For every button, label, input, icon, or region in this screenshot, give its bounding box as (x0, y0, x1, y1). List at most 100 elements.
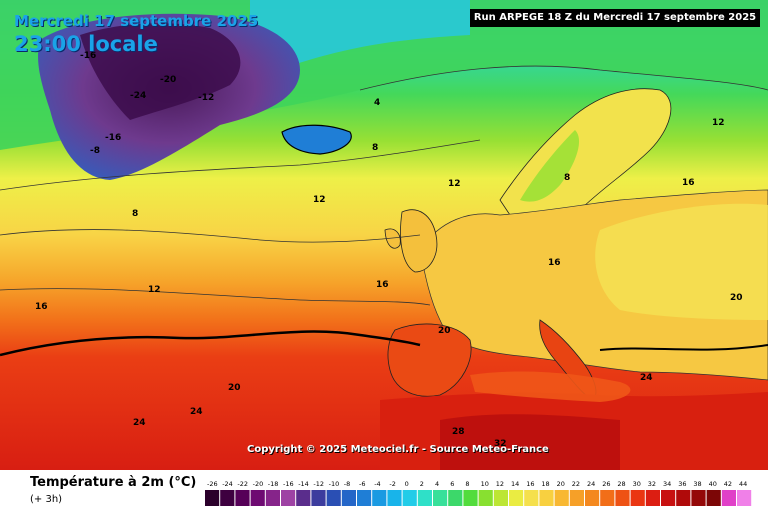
isotherm-label: 24 (133, 418, 146, 428)
scale-swatch (357, 490, 372, 506)
scale-swatch (417, 490, 432, 506)
scale-swatch (569, 490, 584, 506)
scale-tick-label: 16 (526, 480, 534, 488)
isotherm-label: 28 (452, 427, 465, 437)
scale-tick-label: -22 (237, 480, 248, 488)
scale-tick-label: -14 (298, 480, 309, 488)
scale-swatch (265, 490, 280, 506)
scale-tick-label: 24 (587, 480, 595, 488)
isotherm-label: 32 (494, 439, 507, 449)
scale-swatch (706, 490, 721, 506)
scale-swatch (645, 490, 660, 506)
scale-tick-label: 0 (405, 480, 409, 488)
isotherm-label: 8 (372, 143, 378, 153)
forecast-date: Mercredi 17 septembre 2025 (14, 12, 259, 30)
scale-tick-label: -10 (329, 480, 340, 488)
scale-tick-label: 14 (511, 480, 519, 488)
legend-bar: Température à 2m (°C) (+ 3h) -26 -24 -22 -2… (0, 470, 768, 512)
isotherm-label: 16 (548, 258, 561, 268)
scale-swatch (341, 490, 356, 506)
scale-swatch (372, 490, 387, 506)
isotherm-labels: -16 -20 -24 -12 -16 -8 4 8 8 12 12 12 16… (35, 51, 743, 449)
forecast-time: 23:00 locale (14, 32, 158, 56)
isotherm-label: 24 (640, 373, 653, 383)
scale-swatch (402, 490, 417, 506)
scale-tick-label: -4 (374, 480, 380, 488)
scale-swatch (585, 490, 600, 506)
scale-swatch (509, 490, 524, 506)
scale-swatch (615, 490, 630, 506)
legend-title: Température à 2m (°C) (30, 475, 197, 490)
isotherm-label: -12 (198, 93, 214, 103)
scale-tick-label: -8 (344, 480, 350, 488)
scale-tick-label: 8 (465, 480, 469, 488)
scale-swatch (220, 490, 235, 506)
isotherm-label: 12 (448, 179, 461, 189)
scale-swatch (235, 490, 250, 506)
scale-swatch (433, 490, 448, 506)
run-info: Run ARPEGE 18 Z du Mercredi 17 septembre… (470, 9, 760, 27)
isotherm-label: 20 (228, 383, 241, 393)
scale-tick-label: 18 (541, 480, 549, 488)
scale-tick-label: -26 (207, 480, 218, 488)
isotherm-label: 20 (730, 293, 743, 303)
isotherm-label: 16 (35, 302, 48, 312)
isotherm-20 (0, 330, 421, 357)
scale-tick-label: -18 (268, 480, 279, 488)
scale-swatch (737, 490, 752, 506)
scale-tick-label: 28 (617, 480, 625, 488)
scale-swatch (296, 490, 311, 506)
isotherm-label: 4 (374, 98, 380, 108)
scale-swatch (387, 490, 402, 506)
temperature-map: -16 -20 -24 -12 -16 -8 4 8 8 12 12 12 16… (0, 0, 768, 470)
scale-tick-label: 6 (450, 480, 454, 488)
scale-tick-label: 4 (435, 480, 439, 488)
scale-tick-label: -20 (253, 480, 264, 488)
isotherm-label: -20 (160, 75, 176, 85)
legend-subtitle: (+ 3h) (30, 494, 63, 505)
scale-swatch (478, 490, 493, 506)
scale-tick-label: 32 (648, 480, 656, 488)
scale-tick-label: 38 (693, 480, 701, 488)
scale-swatch (676, 490, 691, 506)
scale-swatch (600, 490, 615, 506)
scale-tick-label: -12 (313, 480, 324, 488)
scale-swatch (691, 490, 706, 506)
scale-tick-label: 36 (678, 480, 686, 488)
scale-tick-label: 30 (633, 480, 641, 488)
scale-tick-label: 20 (557, 480, 565, 488)
isotherm-label: -16 (105, 133, 121, 143)
isotherm-label: 8 (132, 209, 138, 219)
scale-tick-label: -6 (359, 480, 365, 488)
isotherm-label: -24 (130, 91, 146, 101)
scale-tick-label: 22 (572, 480, 580, 488)
scale-swatch (630, 490, 645, 506)
isotherm-label: 24 (190, 407, 203, 417)
isotherm-label: 16 (376, 280, 389, 290)
scale-tick-label: 40 (709, 480, 717, 488)
scale-tick-label: 2 (420, 480, 424, 488)
scale-swatch (311, 490, 326, 506)
scale-swatch (539, 490, 554, 506)
britain (400, 209, 438, 273)
scale-swatch (326, 490, 341, 506)
isotherm-label: 8 (564, 173, 570, 183)
copyright-notice: Copyright © 2025 Meteociel.fr - Source M… (247, 444, 549, 455)
isotherm-label: 12 (148, 285, 161, 295)
scale-tick-label: -24 (222, 480, 233, 488)
scale-swatch (493, 490, 508, 506)
scale-tick-label: 10 (481, 480, 489, 488)
scale-tick-label: -16 (283, 480, 294, 488)
isotherm-label: 12 (712, 118, 725, 128)
isotherm-label: 16 (682, 178, 695, 188)
scale-swatch (448, 490, 463, 506)
scale-tick-label: 42 (724, 480, 732, 488)
scale-swatch (250, 490, 265, 506)
color-scale: -26 -24 -22 -20 -18 -16 -14 -12 -10 -8 -6 -4 -2 0 2 4 6 8… (205, 480, 752, 506)
map-canvas: -16 -20 -24 -12 -16 -8 4 8 8 12 12 12 16… (0, 0, 768, 470)
scale-swatch (554, 490, 569, 506)
scale-tick-label: 44 (739, 480, 747, 488)
scale-swatch (661, 490, 676, 506)
scale-tick-label: 12 (496, 480, 504, 488)
isotherm-label: -8 (90, 146, 100, 156)
